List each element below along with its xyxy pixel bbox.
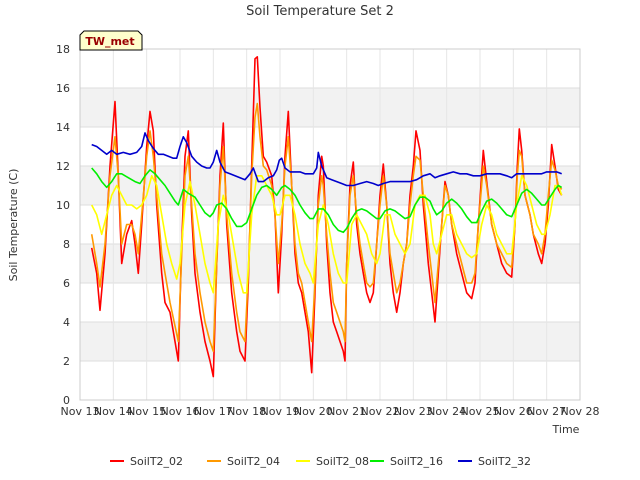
x-tick-label: Nov 26 <box>494 405 533 418</box>
chart-title: Soil Temperature Set 2 <box>246 4 394 19</box>
x-tick-label: Nov 27 <box>527 405 566 418</box>
tag-box-shape <box>79 30 143 51</box>
series-line-SoilT2_08 <box>90 175 563 294</box>
legend-label: SoilT2_32 <box>478 455 531 468</box>
series-line-SoilT2_04 <box>90 102 563 353</box>
y-tick-label: 12 <box>56 160 70 173</box>
x-tick-label: Nov 16 <box>161 405 200 418</box>
legend-item-SoilT2_32: SoilT2_32 <box>458 455 531 468</box>
x-tick-label: Nov 28 <box>561 405 600 418</box>
legend-label: SoilT2_02 <box>130 455 183 468</box>
x-tick-label: Nov 22 <box>361 405 400 418</box>
legend-item-SoilT2_04: SoilT2_04 <box>207 455 280 468</box>
x-tick-label: Nov 17 <box>194 405 233 418</box>
background-bands <box>80 88 580 361</box>
y-tick-label: 0 <box>63 394 70 407</box>
x-tick-label: Nov 15 <box>127 405 166 418</box>
y-tick-label: 14 <box>56 121 70 134</box>
y-tick-label: 2 <box>63 355 70 368</box>
x-tick-label: Nov 13 <box>61 405 100 418</box>
y-tick-label: 18 <box>56 43 70 56</box>
legend-item-SoilT2_02: SoilT2_02 <box>110 455 183 468</box>
x-tick-label: Nov 21 <box>327 405 366 418</box>
series-lines <box>90 56 563 378</box>
gridlines <box>79 48 581 401</box>
x-axis-label: Time <box>552 423 580 436</box>
band <box>80 322 580 361</box>
legend-item-SoilT2_08: SoilT2_08 <box>296 455 369 468</box>
y-tick-label: 6 <box>63 277 70 290</box>
y-axis-ticks: 0 2 4 6 8 10 12 14 16 18 <box>56 43 70 407</box>
series-line-SoilT2_32 <box>91 132 562 187</box>
x-tick-label: Nov 18 <box>227 405 266 418</box>
x-tick-label: Nov 23 <box>394 405 433 418</box>
legend-label: SoilT2_08 <box>316 455 369 468</box>
plot-frame <box>79 48 581 401</box>
y-axis-label: Soil Temperature (C) <box>7 169 20 282</box>
x-tick-label: Nov 20 <box>294 405 333 418</box>
x-tick-label: Nov 24 <box>427 405 466 418</box>
series-line-SoilT2_16 <box>91 167 563 234</box>
legend: SoilT2_02 SoilT2_04 SoilT2_08 SoilT2_16 Soil… <box>110 455 531 468</box>
tag-box: TW_met <box>79 30 143 51</box>
tag-label: TW_met <box>85 35 134 48</box>
band <box>80 88 580 127</box>
y-tick-label: 8 <box>63 238 70 251</box>
x-tick-label: Nov 25 <box>461 405 500 418</box>
legend-label: SoilT2_16 <box>390 455 443 468</box>
legend-item-SoilT2_16: SoilT2_16 <box>370 455 443 468</box>
y-tick-label: 4 <box>63 316 70 329</box>
legend-label: SoilT2_04 <box>227 455 280 468</box>
y-tick-label: 16 <box>56 82 70 95</box>
band <box>80 166 580 205</box>
x-tick-label: Nov 14 <box>94 405 133 418</box>
y-tick-label: 10 <box>56 199 70 212</box>
x-tick-label: Nov 19 <box>261 405 300 418</box>
